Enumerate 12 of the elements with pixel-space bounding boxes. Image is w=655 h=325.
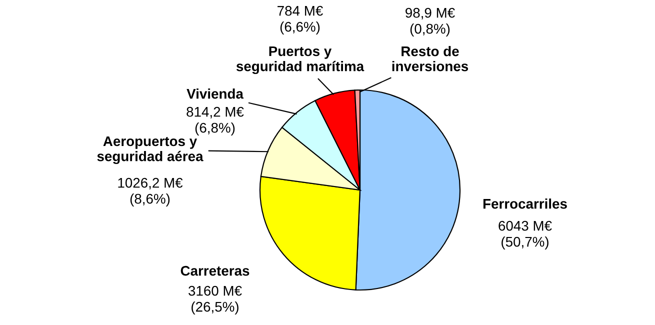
slice-label: Carreteras	[180, 266, 250, 276]
data-label: 784 M€ (6,6%)	[278, 6, 323, 34]
data-label: 98,9 M€ (0,8%)	[406, 8, 455, 36]
data-label: 6043 M€ (50,7%)	[498, 220, 552, 250]
slice-label: Vivienda	[186, 88, 244, 99]
slice-label: Aeropuertos y seguridad aérea	[97, 136, 204, 164]
slice-label: Ferrocarriles	[483, 198, 567, 209]
data-label: 814,2 M€ (6,8%)	[186, 106, 244, 136]
data-label: 3160 M€ (26,5%)	[188, 286, 242, 314]
slice-label: Resto de inversiones	[392, 46, 468, 72]
slice-label: Puertos y seguridad marítima	[236, 46, 364, 74]
data-label: 1026,2 M€ (8,6%)	[118, 178, 183, 206]
